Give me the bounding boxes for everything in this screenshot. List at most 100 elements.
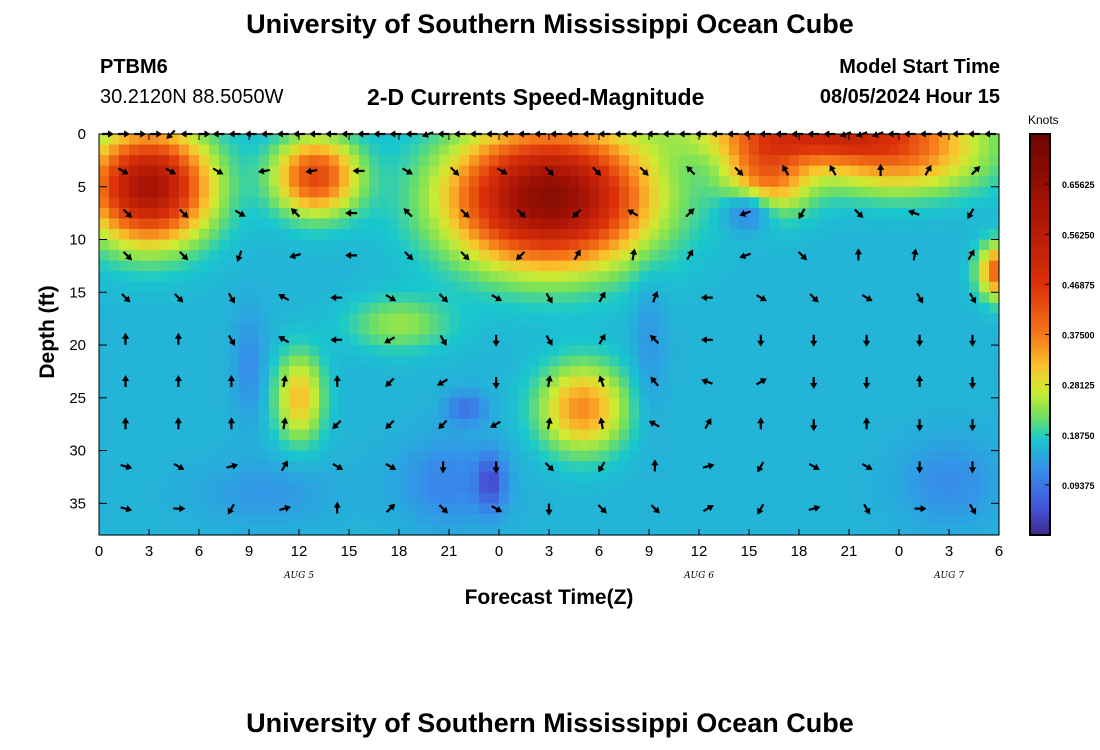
heat-cell (349, 471, 360, 483)
heat-cell (939, 144, 950, 156)
heat-cell (779, 418, 790, 431)
heat-cell (349, 513, 360, 526)
heat-cell (179, 482, 190, 494)
heat-cell (399, 228, 410, 241)
heat-cell (479, 440, 490, 452)
heat-cell (619, 207, 630, 220)
heat-cell (279, 355, 290, 367)
heat-cell (709, 418, 720, 431)
heat-cell (809, 260, 820, 272)
heat-cell (339, 408, 350, 420)
heat-cell (469, 239, 480, 251)
heat-cell (159, 271, 170, 283)
heat-cell (689, 345, 700, 357)
heat-cell (199, 482, 210, 494)
heat-cell (219, 134, 230, 146)
heat-cell (359, 197, 370, 209)
heat-cell (769, 176, 780, 188)
heat-cell (699, 250, 710, 262)
heat-cell (489, 366, 500, 378)
heat-cell (329, 281, 340, 293)
heat-cell (409, 250, 420, 262)
heat-cell (869, 239, 880, 251)
heat-cell (979, 387, 990, 399)
heat-cell (689, 239, 700, 251)
heat-cell (229, 482, 240, 494)
heat-cell (539, 250, 550, 262)
heat-cell (839, 450, 850, 462)
heat-cell (649, 218, 660, 230)
heat-cell (709, 355, 720, 367)
heat-cell (879, 292, 890, 304)
heat-cell (889, 313, 900, 325)
heat-cell (739, 482, 750, 494)
heat-cell (609, 250, 620, 262)
heat-cell (389, 450, 400, 462)
heat-cell (799, 513, 810, 526)
heat-cell (159, 144, 170, 156)
heat-cell (319, 461, 330, 473)
heat-cell (349, 334, 360, 346)
heat-cell (849, 355, 860, 367)
x-tick-label: 21 (441, 543, 458, 560)
heat-cell (309, 492, 320, 504)
heat-cell (539, 482, 550, 494)
heat-cell (909, 408, 920, 420)
heat-cell (539, 281, 550, 293)
heat-cell (319, 345, 330, 357)
heat-cell (709, 292, 720, 304)
heat-cell (269, 450, 280, 462)
colorbar-step (1030, 354, 1050, 360)
heat-cell (459, 418, 470, 431)
heat-cell (949, 144, 960, 156)
heat-cell (719, 513, 730, 526)
heat-cell (139, 165, 150, 177)
heat-cell (699, 186, 710, 198)
heat-cell (669, 260, 680, 272)
heat-cell (699, 366, 710, 378)
heat-cell (809, 408, 820, 420)
heat-cell (639, 334, 650, 346)
colorbar-step (1030, 466, 1050, 472)
heat-cell (319, 302, 330, 314)
heat-cell (469, 144, 480, 156)
heat-cell (789, 207, 800, 220)
heat-cell (729, 429, 740, 441)
heat-cell (939, 440, 950, 452)
heat-cell (439, 250, 450, 262)
heat-cell (769, 482, 780, 494)
heat-cell (959, 313, 970, 325)
heat-cell (879, 239, 890, 251)
heat-cell (369, 429, 380, 441)
heat-cell (489, 302, 500, 314)
heat-cell (599, 450, 610, 462)
heat-cell (279, 313, 290, 325)
x-tick-label: 9 (245, 543, 253, 560)
heat-cell (839, 250, 850, 262)
colorbar-step (1030, 502, 1050, 508)
heat-cell (499, 387, 510, 399)
heat-cell (889, 355, 900, 367)
heat-cell (939, 271, 950, 283)
heat-cell (719, 186, 730, 198)
heat-cell (439, 155, 450, 167)
heat-cell (129, 461, 140, 473)
heat-cell (829, 250, 840, 262)
heat-cell (189, 355, 200, 367)
heat-cell (179, 429, 190, 441)
heat-cell (409, 524, 420, 536)
heat-cell (249, 345, 260, 357)
heat-cell (639, 492, 650, 504)
heat-cell (779, 513, 790, 526)
heat-cell (819, 165, 830, 177)
heat-cell (679, 418, 690, 431)
heat-cell (489, 355, 500, 367)
colorbar-title: Knots (1028, 113, 1059, 127)
heat-cell (319, 355, 330, 367)
heat-cell (679, 176, 690, 188)
heat-cell (669, 376, 680, 388)
heat-cell (179, 471, 190, 483)
heat-cell (829, 440, 840, 452)
heat-cell (659, 134, 670, 146)
heat-cell (829, 271, 840, 283)
